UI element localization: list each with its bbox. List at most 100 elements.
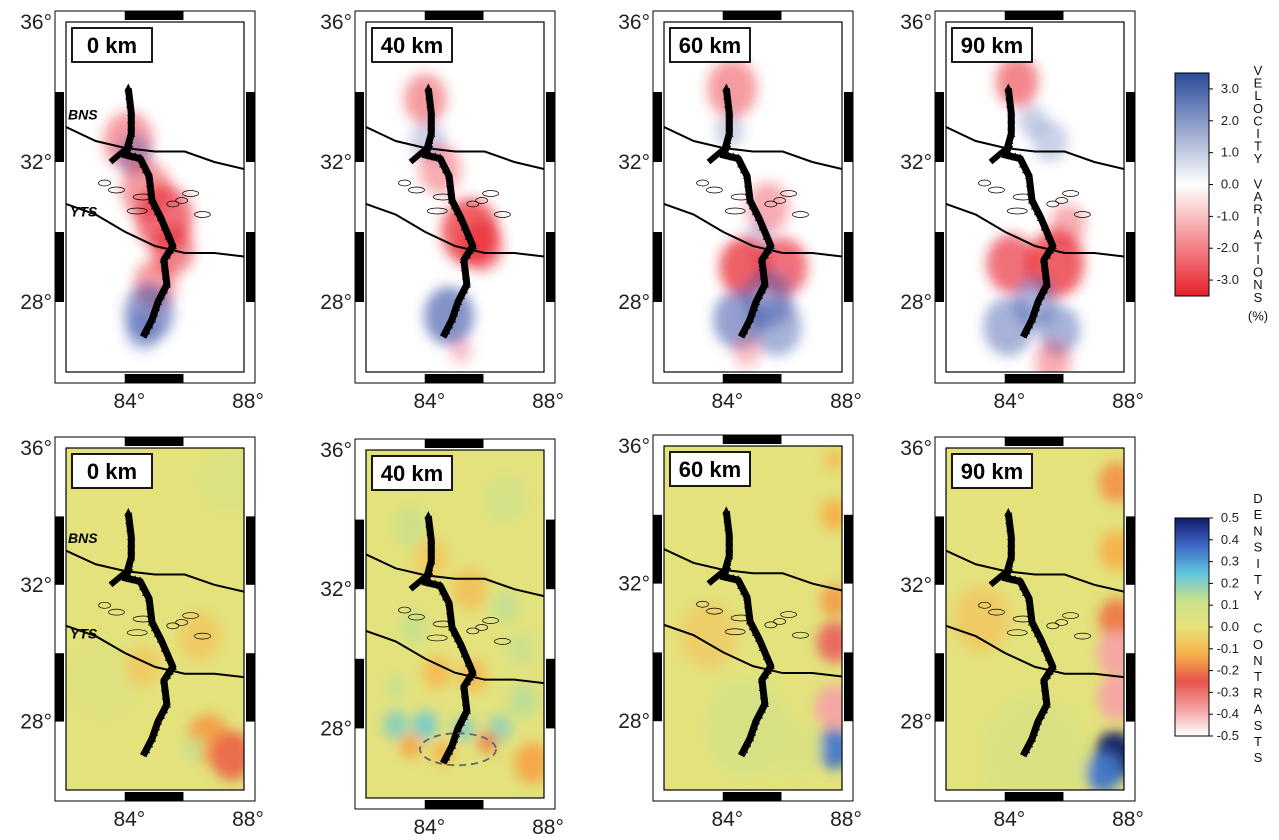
anomaly-blob — [484, 473, 527, 524]
lake-outline — [475, 197, 489, 204]
station-marker — [1007, 545, 1016, 554]
station-marker — [136, 153, 145, 162]
station-marker — [427, 549, 436, 558]
map-frame — [365, 449, 545, 799]
lake-outline — [988, 608, 1005, 616]
lake-outline — [175, 197, 189, 204]
station-marker — [447, 187, 456, 196]
station-marker — [737, 159, 746, 168]
frame-block-left — [653, 232, 662, 302]
station-marker — [126, 523, 135, 532]
anomaly-blob — [514, 742, 544, 785]
anomaly-blob — [820, 584, 842, 618]
station-marker — [719, 150, 728, 158]
colorbar-title-letter: N — [1253, 277, 1262, 292]
frame-block-bottom — [424, 800, 484, 809]
station-marker — [746, 616, 755, 625]
x-tick-label: 88° — [232, 808, 264, 831]
station-marker — [724, 572, 733, 581]
bns-fault-line — [946, 549, 1124, 593]
station-marker — [136, 576, 145, 585]
station-marker — [160, 222, 169, 231]
colorbar-title-letter: E — [1254, 507, 1263, 522]
station-marker — [1025, 171, 1034, 179]
anomaly-layer — [68, 449, 244, 781]
anomaly-blob — [1085, 752, 1122, 790]
lake-outline — [780, 190, 797, 197]
y-tick-label: 28° — [20, 711, 52, 734]
station-marker — [462, 279, 471, 288]
colorbar-title-letter: N — [1253, 653, 1262, 668]
station-profile-branch — [408, 569, 434, 592]
x-tick-label: 88° — [1112, 390, 1144, 413]
lake-outline — [1074, 632, 1091, 640]
station-marker — [1045, 245, 1054, 254]
station-marker — [725, 537, 734, 546]
station-marker — [1007, 115, 1016, 123]
station-marker — [168, 661, 177, 670]
station-marker — [1033, 207, 1042, 216]
y-tick-label: 32° — [900, 151, 932, 174]
anomaly-blob — [986, 234, 1037, 293]
lake-outline — [978, 179, 991, 187]
station-marker — [156, 710, 165, 719]
station-marker — [1019, 159, 1028, 168]
station-marker — [426, 151, 435, 160]
station-marker — [746, 314, 755, 323]
anomaly-blob — [424, 286, 474, 346]
frame-block-top — [1004, 437, 1064, 446]
station-marker — [447, 614, 456, 623]
lake-outline — [724, 628, 746, 636]
station-marker — [1042, 279, 1051, 288]
station-marker — [127, 122, 136, 130]
colorbar-tick-label: 0.4 — [1221, 532, 1239, 547]
anomaly-blob — [1097, 675, 1124, 721]
station-marker — [1042, 671, 1051, 679]
colorbar-tick-label: 0.3 — [1221, 554, 1239, 569]
station-marker — [1006, 574, 1015, 583]
station-marker — [725, 544, 734, 553]
station-marker — [1041, 691, 1050, 700]
x-tick-label: 88° — [830, 390, 862, 413]
map-frame — [945, 447, 1125, 791]
map-panel-density-3: 36° 32° 28° 84° 88° 90 km — [900, 436, 1144, 831]
station-marker — [1036, 634, 1045, 643]
anomaly-blob — [772, 719, 823, 778]
lake-outline — [166, 622, 180, 630]
station-profile-branch — [706, 142, 732, 165]
station-marker — [127, 531, 136, 540]
anomaly-blob — [732, 334, 762, 368]
station-marker — [723, 514, 732, 523]
lake-outline — [126, 207, 148, 215]
station-marker — [759, 690, 768, 699]
station-marker — [1042, 250, 1051, 259]
bns-fault-line — [366, 553, 544, 598]
y-tick-label: 28° — [320, 291, 352, 314]
frame-block-left — [355, 658, 364, 729]
station-marker — [464, 658, 473, 667]
frame-block-right — [844, 514, 853, 584]
anomaly-blob — [491, 589, 520, 624]
station-marker — [1028, 314, 1037, 323]
x-tick-label: 84° — [711, 808, 743, 831]
y-tick-label: 28° — [618, 291, 650, 314]
station-marker — [1006, 523, 1015, 532]
x-tick-label: 84° — [113, 390, 145, 413]
frame-block-right — [246, 232, 255, 302]
station-marker — [442, 592, 451, 601]
station-marker — [459, 255, 468, 263]
anomaly-blob — [452, 568, 488, 611]
station-marker — [153, 628, 162, 637]
colorbar-tick-label: 0.5 — [1221, 510, 1239, 525]
station-marker — [757, 674, 766, 683]
station-marker — [459, 711, 468, 720]
frame-block-top — [424, 439, 484, 448]
station-marker — [1045, 666, 1054, 675]
station-marker — [460, 222, 469, 231]
station-marker — [1044, 231, 1053, 240]
lake-outline — [1062, 190, 1079, 197]
lake-outline — [1006, 207, 1028, 215]
colorbar-title-letter: V — [1254, 63, 1263, 78]
station-marker — [1022, 326, 1031, 335]
frame-block-right — [1126, 516, 1135, 585]
